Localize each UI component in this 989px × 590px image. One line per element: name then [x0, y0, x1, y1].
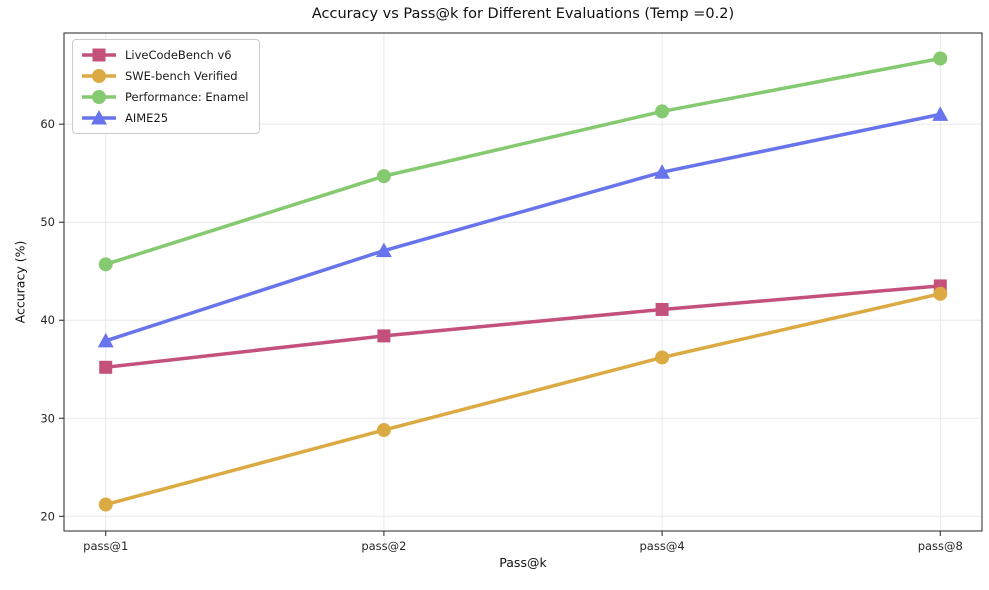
data-point-marker	[654, 164, 671, 179]
series-line	[105, 56, 941, 267]
legend-swatch-marker	[92, 48, 106, 62]
legend-swatch	[82, 69, 116, 83]
data-point-marker	[99, 360, 113, 374]
legend-swatch	[82, 48, 116, 62]
x-tick-label: pass@8	[918, 539, 963, 553]
series-line	[105, 284, 941, 370]
data-point-marker	[655, 302, 669, 316]
legend: LiveCodeBench v6 SWE-bench Verified Perf…	[72, 39, 261, 134]
data-point-marker	[933, 51, 948, 66]
legend-swatch-marker	[92, 90, 106, 104]
legend-item: Performance: Enamel	[81, 88, 248, 106]
data-point-marker	[98, 257, 113, 272]
legend-swatch	[82, 90, 116, 104]
legend-label: Performance: Enamel	[125, 90, 249, 104]
data-point-marker	[377, 329, 391, 343]
series-line	[105, 112, 941, 343]
x-axis-label: Pass@k	[499, 555, 547, 570]
y-tick-label: 40	[40, 313, 55, 327]
legend-swatch-marker	[92, 69, 106, 83]
legend-item: LiveCodeBench v6	[81, 46, 248, 64]
data-point-marker	[97, 332, 114, 348]
y-tick-label: 50	[40, 215, 55, 229]
legend-label: LiveCodeBench v6	[125, 48, 232, 62]
data-point-marker	[655, 104, 670, 119]
x-tick-label: pass@4	[640, 539, 685, 553]
data-point-marker	[932, 106, 949, 121]
y-tick-label: 30	[40, 411, 55, 425]
series-line	[105, 292, 941, 507]
data-point-marker	[933, 286, 948, 301]
data-point-marker	[375, 242, 392, 258]
data-point-marker	[376, 423, 391, 438]
plot-border	[63, 32, 983, 532]
x-tick-label: pass@1	[83, 539, 128, 553]
legend-item: SWE-bench Verified	[81, 67, 248, 85]
legend-label: SWE-bench Verified	[125, 69, 238, 83]
y-tick-label: 20	[40, 509, 55, 523]
legend-swatch-marker	[91, 110, 107, 125]
legend-item: AIME25	[81, 109, 248, 127]
data-point-marker	[655, 350, 670, 365]
y-tick-label: 60	[40, 117, 55, 131]
legend-label: AIME25	[125, 111, 169, 125]
x-tick-label: pass@2	[361, 539, 406, 553]
data-point-marker	[98, 497, 113, 512]
legend-swatch	[82, 110, 116, 125]
data-point-marker	[376, 169, 391, 184]
chart-title: Accuracy vs Pass@k for Different Evaluat…	[311, 6, 735, 22]
